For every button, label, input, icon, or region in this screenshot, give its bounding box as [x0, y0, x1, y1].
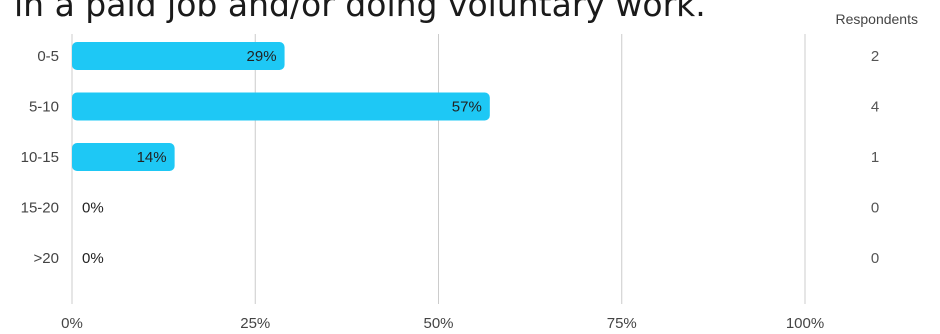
data-label: 0%: [82, 250, 104, 267]
x-tick-label: 25%: [240, 315, 270, 332]
category-label: 0-5: [37, 48, 59, 65]
data-label: 14%: [137, 149, 167, 166]
category-label: 10-15: [21, 149, 59, 166]
category-label: 15-20: [21, 200, 59, 217]
respondents-count: 0: [871, 250, 879, 267]
bar: [72, 42, 285, 70]
respondents-count: 1: [871, 149, 879, 166]
chart-title: in a paid job and/or doing voluntary wor…: [14, 0, 706, 24]
x-tick-label: 50%: [423, 315, 453, 332]
category-label: >20: [34, 250, 59, 267]
gridlines: [71, 34, 806, 304]
x-tick-label: 100%: [786, 315, 824, 332]
bars: [72, 42, 490, 171]
category-label: 5-10: [29, 99, 59, 116]
data-label: 0%: [82, 200, 104, 217]
data-label: 57%: [452, 99, 482, 116]
x-tick-label: 0%: [61, 315, 83, 332]
respondents-count: 2: [871, 48, 879, 65]
labels: 0% 25% 50% 75% 100% 0-5 29% 2 5-10 57% 4 10-15 14% 1 1…: [21, 48, 880, 332]
bar: [72, 143, 175, 171]
chart-title-container: in a paid job and/or doing voluntary wor…: [0, 0, 940, 26]
respondents-count: 4: [871, 99, 879, 116]
bar: [72, 92, 490, 121]
respondents-count: 0: [871, 200, 879, 217]
x-tick-label: 75%: [607, 315, 637, 332]
respondents-header: Respondents: [835, 11, 918, 27]
data-label: 29%: [247, 48, 277, 65]
